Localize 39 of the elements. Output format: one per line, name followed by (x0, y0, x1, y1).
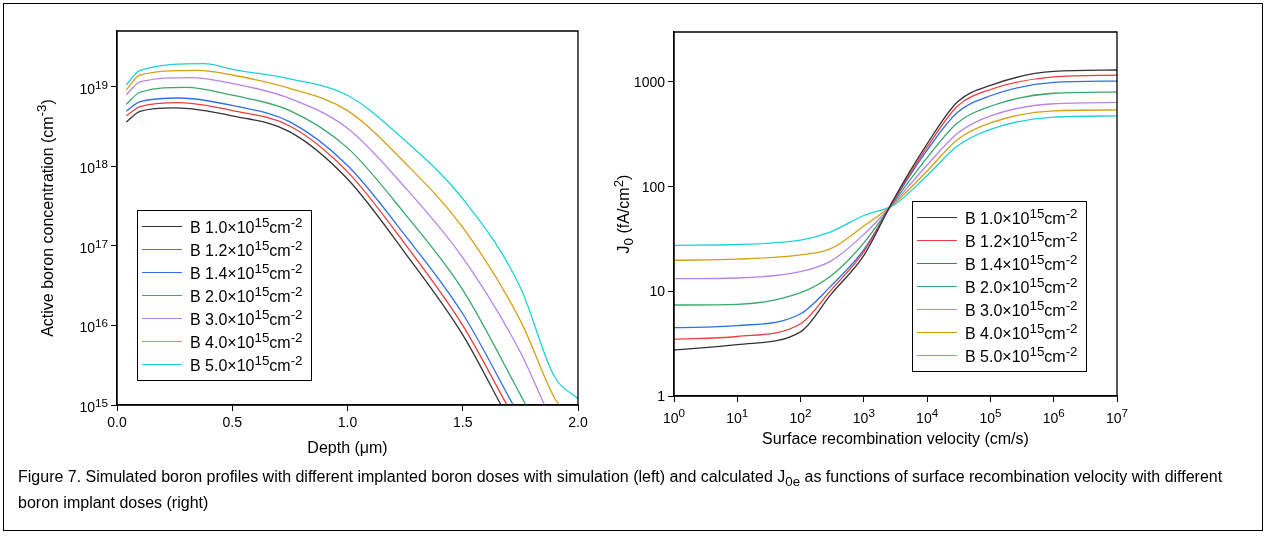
legend-label: B 4.0×10$^{15}$cm$^{-2}$ (965, 321, 1078, 344)
x-axis-title: Surface recombination velocity (cm/s) (762, 430, 1029, 448)
y-tick-label: 10$^{19}$ (79, 76, 108, 97)
legend-label: B 5.0×10$^{15}$cm$^{-2}$ (190, 353, 303, 376)
x-tick-label: 10$^{0}$ (662, 405, 686, 426)
x-tick-label: 1.5 (453, 414, 473, 430)
x-tick-label: 10$^{4}$ (916, 405, 939, 426)
x-tick-label: 10$^{1}$ (726, 405, 749, 426)
legend-label: B 2.0×10$^{15}$cm$^{-2}$ (965, 275, 1078, 298)
y-tick-label: 100 (641, 178, 665, 195)
legend-label: B 1.2×10$^{15}$cm$^{-2}$ (190, 238, 303, 261)
x-tick-label: 10$^{6}$ (1042, 405, 1065, 426)
y-tick-label: 10$^{17}$ (79, 235, 108, 257)
legend-label: B 3.0×10$^{15}$cm$^{-2}$ (965, 298, 1078, 321)
x-tick-label: 10$^{2}$ (789, 405, 812, 426)
legend-label: B 1.0×10$^{15}$cm$^{-2}$ (965, 206, 1078, 229)
legend-label: B 1.4×10$^{15}$cm$^{-2}$ (965, 252, 1078, 275)
y-tick-label: 10$^{15}$ (79, 394, 108, 416)
legend-label: B 3.0×10$^{15}$cm$^{-2}$ (190, 307, 303, 330)
legend-label: B 1.0×10$^{15}$cm$^{-2}$ (190, 215, 303, 238)
x-tick-label: 10$^{3}$ (852, 405, 875, 426)
y-tick-label: 1 (657, 388, 665, 404)
legend-label: B 1.4×10$^{15}$cm$^{-2}$ (190, 261, 303, 284)
legend-label: B 5.0×10$^{15}$cm$^{-2}$ (965, 344, 1078, 367)
y-tick-label: 10$^{16}$ (79, 315, 108, 336)
x-axis-title: Depth (μm) (307, 439, 388, 457)
legend-label: B 1.2×10$^{15}$cm$^{-2}$ (965, 229, 1078, 252)
x-tick-label: 0.5 (222, 414, 242, 430)
x-tick-label: 1.0 (337, 414, 358, 430)
text: Figure 7. Simulated boron profiles with different implanted boron doses with simulation (left) and calculated J$_{0e}$ as functions of surface recombination velocity with different boron implant doses (right) (18, 468, 1223, 512)
x-tick-label: 10$^{7}$ (1105, 405, 1129, 426)
y-tick-label: 10$^{18}$ (79, 155, 108, 177)
y-tick-label: 1000 (633, 73, 665, 90)
legend-label: B 2.0×10$^{15}$cm$^{-2}$ (190, 284, 303, 307)
x-tick-label: 2.0 (568, 414, 588, 430)
legend-label: B 4.0×10$^{15}$cm$^{-2}$ (190, 330, 303, 353)
x-tick-label: 0.0 (107, 414, 127, 430)
y-tick-label: 10 (649, 283, 665, 300)
x-tick-label: 10$^{5}$ (979, 405, 1002, 426)
